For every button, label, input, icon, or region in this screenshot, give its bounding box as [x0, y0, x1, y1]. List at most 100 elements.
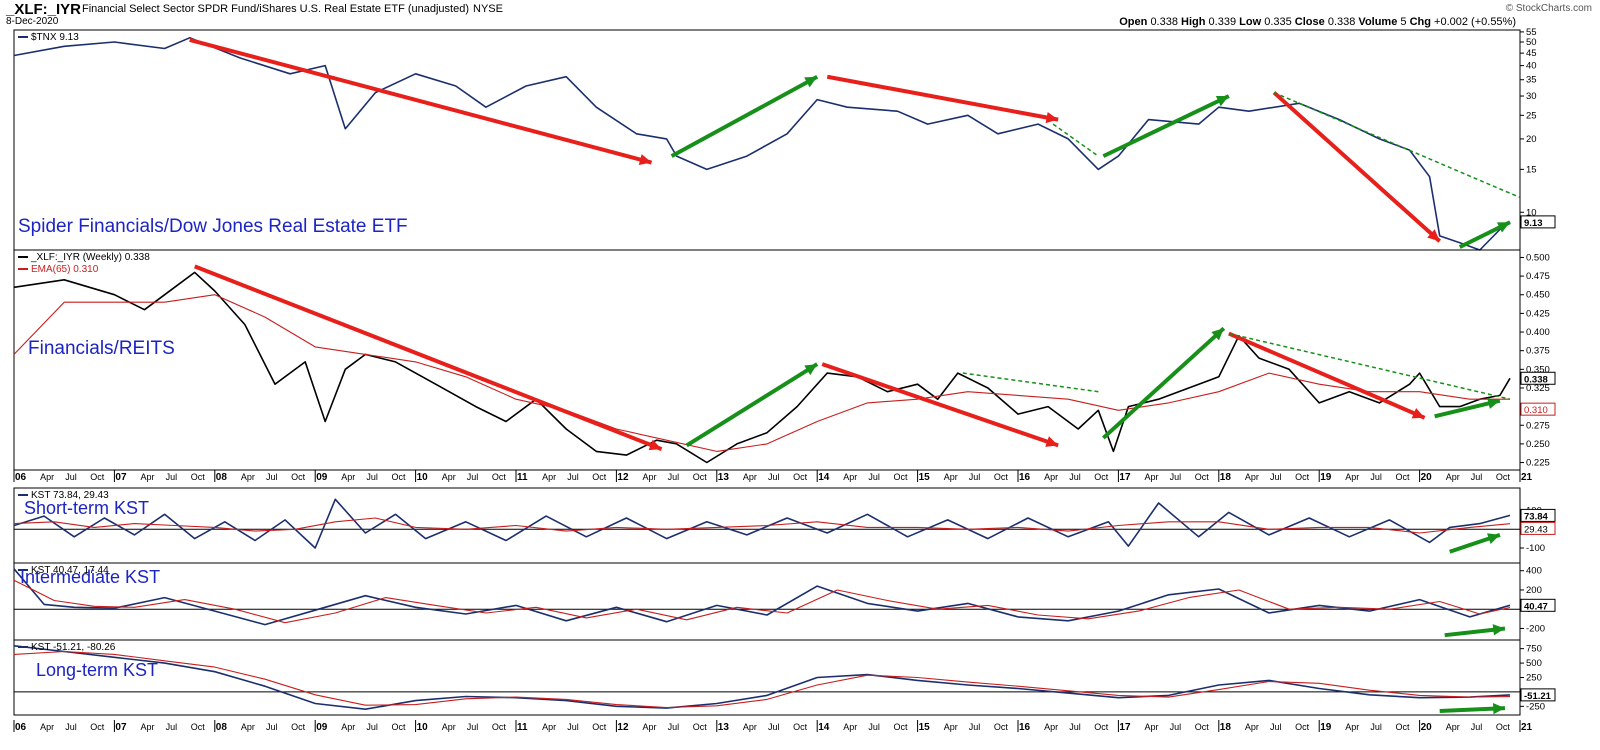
x-month-label: Jul [868, 472, 880, 482]
x-month-label: Jul [668, 722, 680, 732]
x-month-label: Oct [994, 722, 1009, 732]
x-month-label: Oct [492, 722, 507, 732]
x-month-label: Oct [1496, 722, 1511, 732]
panel-frame [13, 249, 1521, 471]
legend-label: KST 40.47, 17.44 [31, 565, 109, 576]
chg-label: Chg [1409, 16, 1431, 28]
brand-label: © StockCharts.com [1505, 3, 1592, 14]
x-month-label: Jul [65, 722, 77, 732]
trend-line [685, 362, 819, 448]
x-month-label: Apr [341, 472, 355, 482]
x-month-label: Apr [643, 472, 657, 482]
x-month-label: Oct [191, 472, 206, 482]
y-tick-label: 0.475 [1526, 271, 1550, 282]
x-month-label: Oct [994, 472, 1009, 482]
trend-line [1272, 91, 1442, 243]
series-line-signal [13, 579, 1511, 624]
panel-annotation: Intermediate KST [20, 567, 160, 587]
legend-label: _XLF:_IYR (Weekly) 0.338 [30, 252, 150, 263]
x-month-label: Apr [743, 722, 757, 732]
x-month-label: Apr [1446, 722, 1460, 732]
trend-line [1052, 123, 1099, 157]
series-line-main [13, 271, 1511, 464]
x-month-label: Jul [969, 722, 981, 732]
arrow-head [1411, 407, 1425, 419]
volume-label: Volume [1358, 16, 1398, 28]
x-month-label: Apr [241, 722, 255, 732]
y-tick-label: -250 [1526, 701, 1545, 712]
arrow-head [1211, 328, 1224, 341]
x-month-label: Apr [1145, 472, 1159, 482]
x-year-label: 13 [718, 472, 730, 483]
open-value: 0.338 [1150, 16, 1178, 28]
trend-line [1273, 91, 1521, 199]
trend-line [1102, 94, 1230, 158]
panel-annotation: Financials/REITS [28, 338, 175, 359]
x-month-label: Jul [266, 722, 278, 732]
x-month-label: Jul [768, 722, 780, 732]
y-tick-label: 0.425 [1526, 308, 1550, 319]
x-year-label: 16 [1019, 472, 1031, 483]
trend-line [826, 74, 1059, 122]
security-name: Financial Select Sector SPDR Fund/iShare… [82, 3, 503, 15]
x-year-label: 12 [617, 722, 629, 733]
last-value-label: 73.84 [1524, 511, 1548, 522]
trend-line [821, 362, 1059, 448]
last-value-box [1520, 371, 1556, 385]
y-tick-label: 0.225 [1526, 458, 1550, 469]
x-year-label: 09 [316, 472, 328, 483]
x-month-label: Apr [1345, 722, 1359, 732]
x-month-label: Jul [668, 472, 680, 482]
x-month-label: Apr [944, 722, 958, 732]
panel-annotation: Short-term KST [24, 498, 149, 518]
x-month-label: Apr [542, 722, 556, 732]
x-month-label: Oct [1195, 472, 1210, 482]
y-tick-label: 500 [1526, 658, 1542, 669]
x-year-label: 17 [1119, 722, 1131, 733]
exchange-label: NYSE [473, 3, 503, 15]
trend-line [193, 264, 663, 451]
series-line-main [13, 568, 1511, 626]
low-label: Low [1239, 16, 1262, 28]
x-month-label: Oct [90, 722, 105, 732]
x-month-label: Apr [1044, 472, 1058, 482]
security-name-text: Financial Select Sector SPDR Fund/iShare… [82, 3, 470, 15]
arrow-head [1492, 624, 1505, 636]
x-year-label: 08 [216, 722, 228, 733]
x-month-label: Apr [40, 472, 54, 482]
x-year-label: 09 [316, 722, 328, 733]
x-month-label: Oct [1094, 722, 1109, 732]
x-year-label: 14 [818, 472, 830, 483]
y-tick-label: 750 [1526, 644, 1542, 655]
high-value: 0.339 [1208, 16, 1237, 28]
panel-annotation: Long-term KST [36, 660, 158, 680]
ema-value-label: 0.310 [1524, 405, 1548, 416]
legend-label: KST -51.21, -80.26 [31, 642, 116, 653]
x-month-label: Jul [1370, 722, 1382, 732]
arrow-head [1492, 702, 1505, 715]
trend-line [670, 74, 819, 158]
arrow-head [804, 364, 818, 376]
x-month-label: Jul [1069, 722, 1081, 732]
y-tick-label: 50 [1526, 37, 1537, 48]
arrow-head [1215, 95, 1229, 107]
x-month-label: Apr [141, 722, 155, 732]
y-tick-label: 20 [1526, 134, 1537, 145]
x-month-label: Oct [592, 472, 607, 482]
y-tick-label: 0.350 [1526, 364, 1550, 375]
arrow-head [804, 76, 818, 88]
x-month-label: Apr [843, 472, 857, 482]
x-year-label: 10 [417, 472, 429, 483]
x-month-label: Apr [944, 472, 958, 482]
x-month-label: Apr [1044, 722, 1058, 732]
x-month-label: Oct [1295, 472, 1310, 482]
x-month-label: Jul [467, 472, 479, 482]
signal-value-box [1520, 521, 1556, 535]
x-month-label: Oct [793, 722, 808, 732]
x-month-label: Jul [768, 472, 780, 482]
close-label: Close [1294, 16, 1325, 28]
x-month-label: Oct [291, 472, 306, 482]
x-month-label: Oct [894, 472, 909, 482]
series-line-main [13, 645, 1511, 711]
arrow-head [1045, 436, 1059, 447]
